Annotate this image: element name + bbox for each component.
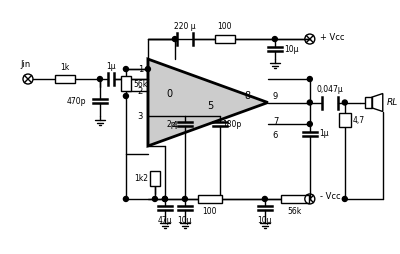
Circle shape bbox=[152, 196, 158, 201]
Circle shape bbox=[182, 196, 187, 201]
Text: 1: 1 bbox=[138, 65, 143, 74]
Bar bbox=[281, 195, 309, 203]
Bar bbox=[150, 171, 160, 186]
Text: 5: 5 bbox=[207, 101, 213, 111]
Text: 6: 6 bbox=[273, 132, 278, 140]
Text: 56k: 56k bbox=[288, 207, 302, 216]
Text: 3: 3 bbox=[138, 112, 143, 120]
Text: 56k: 56k bbox=[133, 80, 147, 89]
Circle shape bbox=[307, 76, 312, 82]
Circle shape bbox=[272, 37, 277, 42]
Circle shape bbox=[124, 67, 128, 72]
Text: 10µ: 10µ bbox=[178, 216, 192, 225]
Text: 180p: 180p bbox=[222, 119, 241, 129]
Bar bbox=[121, 76, 131, 91]
Text: 1µ: 1µ bbox=[319, 130, 328, 138]
Polygon shape bbox=[148, 59, 268, 146]
Circle shape bbox=[98, 76, 102, 82]
Text: 2p: 2p bbox=[166, 119, 176, 129]
Text: 47µ: 47µ bbox=[158, 216, 172, 225]
Text: - Vcc: - Vcc bbox=[320, 193, 340, 201]
Text: 4,7: 4,7 bbox=[353, 116, 365, 125]
Circle shape bbox=[342, 196, 347, 201]
Bar bbox=[215, 35, 235, 43]
Text: RL: RL bbox=[387, 98, 398, 107]
Text: 10µ: 10µ bbox=[258, 216, 272, 225]
Circle shape bbox=[124, 93, 128, 99]
Text: 470p: 470p bbox=[66, 97, 86, 105]
Circle shape bbox=[172, 37, 177, 42]
Text: 0: 0 bbox=[167, 89, 173, 99]
Text: 4: 4 bbox=[172, 121, 178, 131]
Text: 0,047µ: 0,047µ bbox=[316, 85, 343, 93]
Bar bbox=[55, 75, 75, 83]
Text: 9: 9 bbox=[273, 91, 278, 101]
Text: 100: 100 bbox=[203, 207, 217, 216]
Text: 1k: 1k bbox=[60, 63, 70, 72]
Circle shape bbox=[342, 100, 347, 105]
Text: 100: 100 bbox=[218, 22, 232, 31]
Text: 1µ: 1µ bbox=[106, 62, 116, 71]
Text: 8: 8 bbox=[245, 91, 251, 101]
Text: + Vcc: + Vcc bbox=[320, 33, 344, 42]
Circle shape bbox=[307, 121, 312, 126]
Bar bbox=[365, 97, 372, 108]
Bar bbox=[198, 195, 222, 203]
Circle shape bbox=[162, 196, 167, 201]
Text: 7: 7 bbox=[273, 117, 278, 125]
Text: 2: 2 bbox=[138, 87, 143, 96]
Circle shape bbox=[307, 100, 312, 105]
Circle shape bbox=[162, 196, 167, 201]
Circle shape bbox=[124, 196, 128, 201]
Text: 220 µ: 220 µ bbox=[174, 22, 196, 31]
Circle shape bbox=[146, 67, 150, 72]
Text: 1k2: 1k2 bbox=[134, 174, 148, 183]
Text: Jin: Jin bbox=[21, 60, 31, 69]
Text: 10µ: 10µ bbox=[284, 44, 298, 54]
Bar bbox=[339, 113, 351, 128]
Circle shape bbox=[262, 196, 267, 201]
